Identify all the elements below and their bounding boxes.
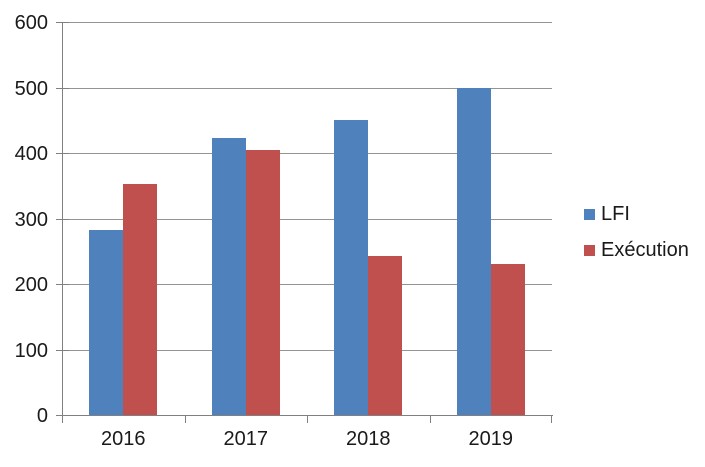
x-tick-1 [185,415,186,423]
bar-excution-2019 [490,263,525,415]
y-axis-label-400: 400 [14,143,48,165]
y-axis-label-200: 200 [14,274,48,296]
x-tick-3 [430,415,431,423]
y-axis-label-600: 600 [14,12,48,34]
y-axis-label-300: 300 [14,208,48,231]
gridline-500 [62,87,552,89]
legend-swatch-lfi [584,208,595,220]
x-tick-0 [62,415,63,423]
x-tick-4 [551,415,552,423]
bar-excution-2018 [368,255,403,415]
x-axis-label-2019: 2019 [468,428,514,450]
x-tick-2 [307,415,308,423]
bar-lfi-2017 [211,137,246,415]
bar-excution-2016 [123,184,158,415]
gridline-100 [62,349,552,351]
gridline-200 [62,284,552,285]
y-tick-600 [56,22,69,23]
bar-lfi-2019 [456,87,491,415]
y-axis-label-500: 500 [14,77,48,100]
gridline-600 [62,22,552,23]
y-axis-label-0: 0 [36,405,48,427]
legend-label-execution: Exécution [601,239,689,261]
x-axis-label-2016: 2016 [101,428,146,450]
legend-label-lfi: LFI [601,203,630,225]
y-axis-line [62,23,63,416]
gridline-400 [62,153,552,154]
gridline-300 [62,218,552,220]
bar-lfi-2016 [89,229,124,415]
legend-item-execution: Exécution [584,239,689,261]
bar-excution-2017 [245,149,280,415]
legend-item-lfi: LFI [584,203,689,225]
y-axis-label-100: 100 [14,339,48,362]
x-axis-label-2017: 2017 [223,428,269,450]
legend-swatch-execution [584,244,595,256]
legend: LFI Exécution [584,203,689,261]
x-axis-label-2018: 2018 [346,428,391,450]
bar-lfi-2018 [334,120,369,415]
